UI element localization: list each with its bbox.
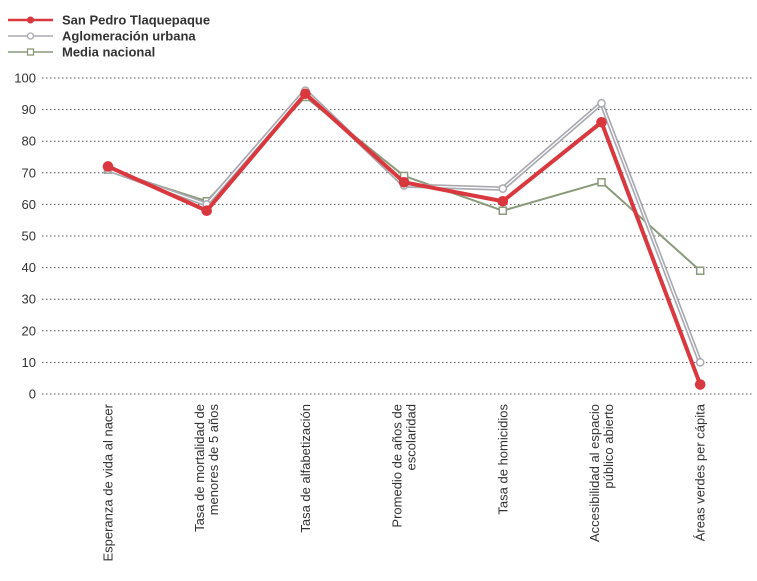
y-tick-label: 100 [14,71,36,86]
y-axis: 0 10 20 30 40 50 60 70 80 90 100 [14,71,36,402]
x-axis: Esperanza de vida al nacer Tasa de mortal… [101,403,708,561]
legend-item: Aglomeración urbana [8,29,196,44]
y-tick-label: 60 [22,197,36,212]
series-line [105,88,703,365]
series-group [102,86,706,390]
x-tick-label: Tasa de alfabetización [298,404,313,533]
y-tick-label: 80 [22,134,36,149]
series-1 [103,86,705,367]
y-tick-label: 30 [22,292,36,307]
data-point [498,184,508,193]
series-line [106,91,703,387]
y-tick-label: 50 [22,229,36,244]
data-point [596,116,607,128]
y-tick-label: 0 [29,387,36,402]
x-tick-label: Promedio de años deescolaridad [390,404,419,528]
x-tick-label: Accesibilidad al espaciopúblico abierto [587,404,616,542]
y-tick-label: 20 [22,323,36,338]
y-tick-label: 40 [22,260,36,275]
legend-label: Media nacional [62,45,155,60]
legend-swatch-marker [27,16,34,24]
data-point [597,178,606,187]
legend-swatch-marker [26,32,35,40]
x-tick-label: Esperanza de vida al nacer [101,403,116,561]
data-point [497,195,509,207]
legend-label: San Pedro Tlaquepaque [62,13,210,28]
legend-item: San Pedro Tlaquepaque [8,13,210,28]
data-point [695,358,705,367]
legend-item: Media nacional [8,45,155,60]
data-point [102,161,114,172]
data-point [694,379,706,390]
legend-label: Aglomeración urbana [62,29,196,44]
data-point [398,176,410,188]
x-tick-label: Tasa de mortalidad demenores de 5 años [192,404,221,532]
data-point [695,266,705,276]
data-point [597,98,606,108]
data-point [201,205,212,217]
series-0 [102,88,706,390]
legend-swatch-marker [26,48,35,56]
x-tick-label: Tasa de homicidios [495,404,510,515]
y-tick-label: 10 [22,355,36,370]
data-point [300,88,311,100]
x-tick-label: Áreas verdes per cápita [693,403,708,541]
y-tick-label: 70 [22,165,36,180]
data-point [498,206,508,215]
y-tick-label: 90 [22,102,36,117]
